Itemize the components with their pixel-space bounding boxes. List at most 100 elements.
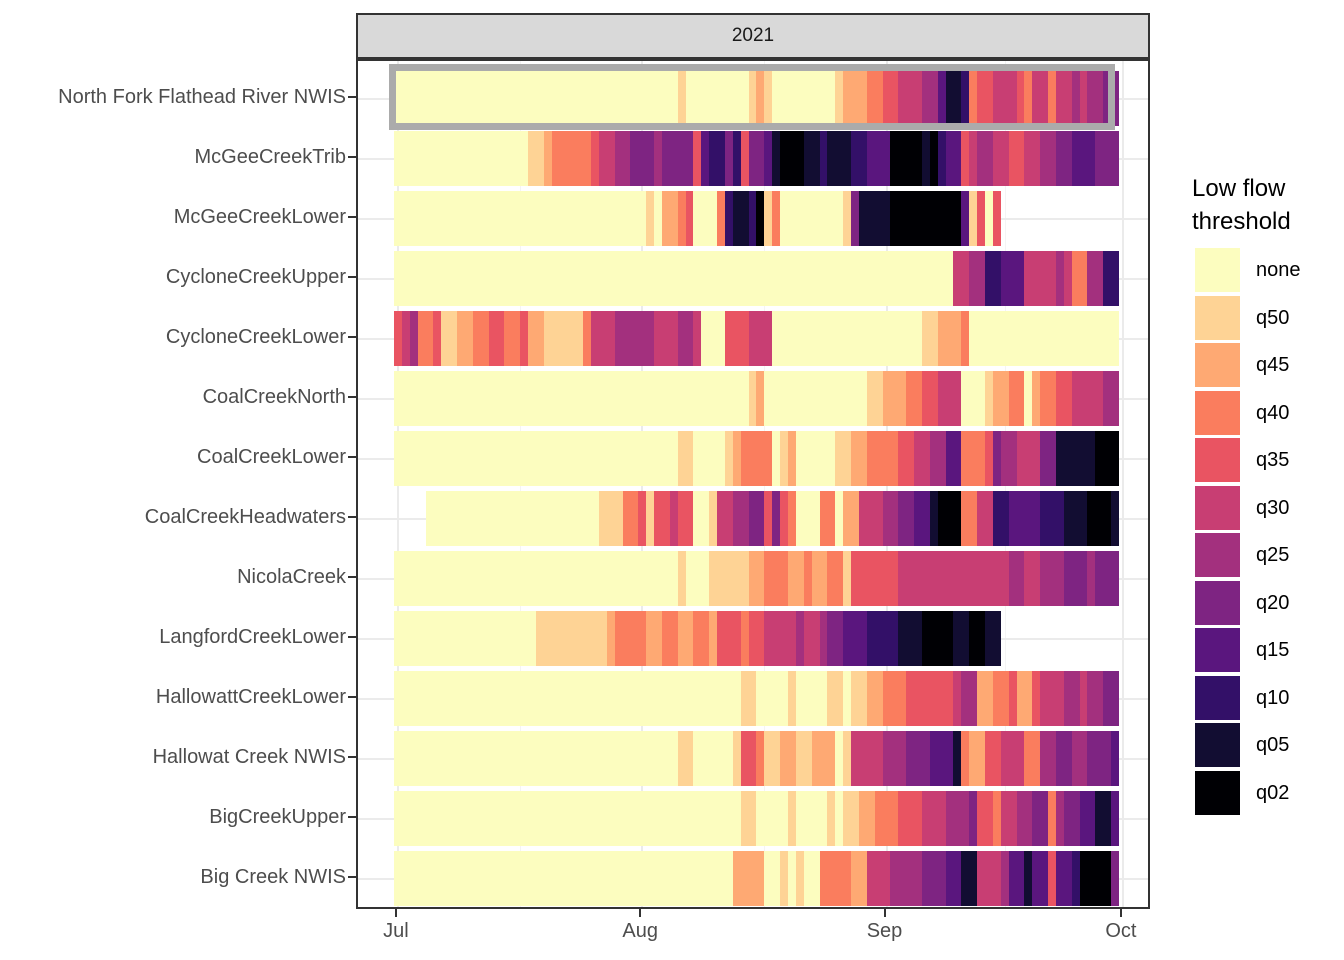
- heatmap-tile: [693, 431, 725, 486]
- heatmap-tile: [921, 131, 930, 186]
- heatmap-tile: [1008, 371, 1025, 426]
- heatmap-tile: [394, 791, 741, 846]
- heatmap-tile: [732, 731, 741, 786]
- legend-label: q05: [1256, 734, 1290, 756]
- heatmap-tile: [677, 611, 694, 666]
- heatmap-tile: [748, 551, 765, 606]
- heatmap-tile: [851, 671, 867, 726]
- heatmap-tile: [732, 851, 765, 906]
- heatmap-tile: [969, 251, 985, 306]
- x-axis-label: Jul: [383, 920, 409, 942]
- heatmap-tile: [543, 311, 584, 366]
- heatmap-tile: [843, 731, 852, 786]
- heatmap-tile: [717, 191, 725, 246]
- heatmap-tile: [764, 731, 781, 786]
- legend-label: q15: [1256, 639, 1290, 661]
- heatmap-tile: [1111, 731, 1119, 786]
- legend-key-q40: [1195, 390, 1240, 435]
- heatmap-tile: [748, 191, 757, 246]
- heatmap-tile: [795, 791, 828, 846]
- heatmap-tile: [803, 851, 820, 906]
- heatmap-tile: [969, 311, 1119, 366]
- heatmap-tile: [433, 311, 442, 366]
- heatmap-tile: [1024, 851, 1033, 906]
- legend-label: q35: [1256, 449, 1290, 471]
- heatmap-tile: [394, 191, 647, 246]
- heatmap-tile: [858, 191, 891, 246]
- heatmap-tile: [598, 131, 615, 186]
- heatmap-tile: [866, 851, 891, 906]
- facet-strip: 2021: [356, 13, 1150, 59]
- heatmap-tile: [756, 671, 788, 726]
- heatmap-tile: [835, 71, 844, 126]
- heatmap-tile: [890, 851, 922, 906]
- heatmap-tile: [795, 851, 804, 906]
- heatmap-tile: [764, 851, 781, 906]
- legend-label: q25: [1256, 544, 1290, 566]
- heatmap-tile: [803, 551, 812, 606]
- legend-key-q05: [1195, 723, 1240, 767]
- heatmap-tile: [1024, 131, 1041, 186]
- heatmap-tile: [677, 551, 686, 606]
- heatmap-tile: [654, 311, 678, 366]
- heatmap-tile: [646, 491, 655, 546]
- heatmap-tile: [835, 791, 844, 846]
- heatmap-tile: [772, 431, 781, 486]
- heatmap-tile: [677, 311, 694, 366]
- y-axis-label: LangfordCreekLower: [159, 625, 346, 648]
- heatmap-tile: [394, 311, 402, 366]
- legend-key-q50: [1195, 295, 1240, 340]
- legend-key-q15: [1195, 628, 1240, 672]
- legend-key-q25: [1195, 533, 1240, 577]
- heatmap-tile: [985, 251, 1001, 306]
- heatmap-tile: [1055, 371, 1072, 426]
- heatmap-tile: [677, 431, 694, 486]
- heatmap-tile: [1063, 551, 1088, 606]
- heatmap-tile: [866, 71, 883, 126]
- heatmap-tile: [788, 671, 796, 726]
- heatmap-tile: [591, 131, 599, 186]
- heatmap-tile: [1063, 791, 1080, 846]
- heatmap-tile: [732, 431, 741, 486]
- heatmap-tile: [1095, 131, 1119, 186]
- heatmap-tile: [961, 671, 978, 726]
- legend-label: none: [1256, 259, 1301, 281]
- heatmap-tile: [614, 311, 655, 366]
- heatmap-tile: [1040, 551, 1064, 606]
- heatmap-tile: [1024, 731, 1041, 786]
- heatmap-tile: [898, 611, 922, 666]
- legend-label: q10: [1256, 686, 1290, 709]
- heatmap-tile: [851, 191, 859, 246]
- heatmap-tile: [630, 131, 655, 186]
- heatmap-tile: [1008, 491, 1041, 546]
- y-axis-tick: [348, 95, 356, 98]
- heatmap-tile: [1063, 251, 1072, 306]
- heatmap-tile: [890, 191, 962, 246]
- heatmap-tile: [1040, 431, 1056, 486]
- heatmap-tile: [756, 731, 765, 786]
- heatmap-tile: [906, 671, 954, 726]
- heatmap-tile: [1040, 131, 1056, 186]
- heatmap-tile: [882, 731, 907, 786]
- heatmap-tile: [835, 491, 844, 546]
- heatmap-tile: [535, 611, 607, 666]
- heatmap-tile: [961, 131, 970, 186]
- x-axis-label: Oct: [1105, 920, 1137, 942]
- heatmap-tile: [985, 611, 1001, 666]
- legend-label: q30: [1256, 496, 1290, 519]
- heatmap-tile: [969, 791, 978, 846]
- heatmap-tile: [1087, 671, 1104, 726]
- heatmap-tile: [756, 71, 765, 126]
- heatmap-tile: [685, 71, 749, 126]
- heatmap-tile: [1040, 491, 1064, 546]
- heatmap-tile: [527, 311, 544, 366]
- heatmap-tile: [851, 431, 867, 486]
- heatmap-tile: [945, 851, 962, 906]
- heatmap-tile: [583, 311, 591, 366]
- heatmap-tile: [819, 131, 828, 186]
- heatmap-tile: [772, 491, 781, 546]
- x-axis-label: Aug: [622, 920, 659, 942]
- heatmap-tile: [622, 491, 639, 546]
- heatmap-tile: [1008, 551, 1025, 606]
- heatmap-tile: [748, 611, 765, 666]
